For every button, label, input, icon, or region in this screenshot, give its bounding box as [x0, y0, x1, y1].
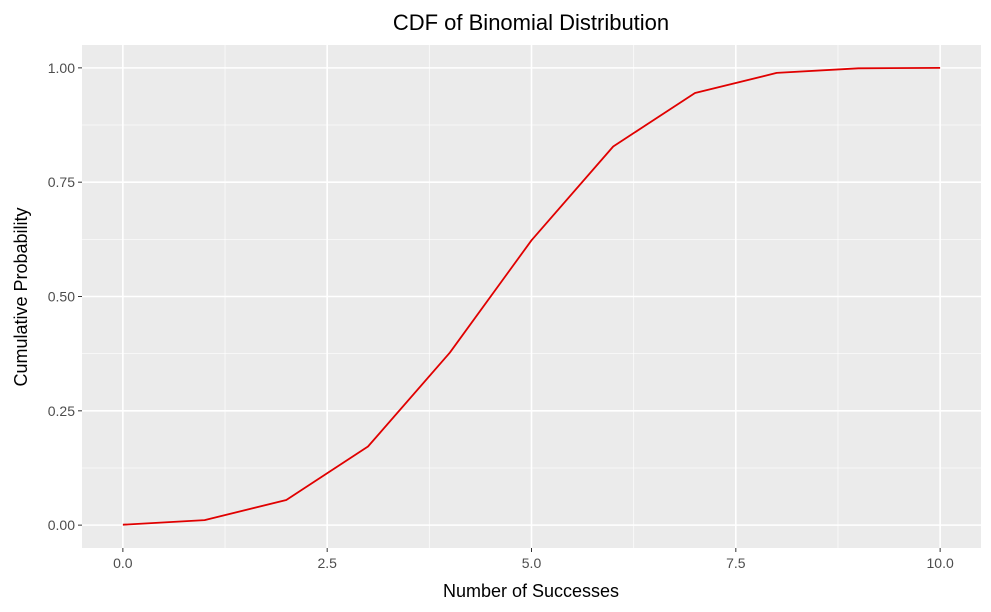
y-axis-title: Cumulative Probability	[11, 207, 31, 386]
y-tick-label: 1.00	[48, 60, 75, 76]
series-layer	[122, 67, 941, 526]
x-axis-title: Number of Successes	[443, 581, 619, 601]
chart-title: CDF of Binomial Distribution	[393, 10, 669, 35]
cdf-line	[122, 67, 941, 526]
x-tick-label: 7.5	[726, 555, 746, 571]
major-gridlines	[82, 45, 981, 548]
x-tick-label: 0.0	[113, 555, 133, 571]
y-axis-ticks: 0.00 0.25 0.50 0.75 1.00	[48, 60, 82, 533]
x-tick-label: 5.0	[522, 555, 542, 571]
y-tick-label: 0.50	[48, 289, 75, 305]
x-tick-label: 2.5	[317, 555, 337, 571]
y-tick-label: 0.25	[48, 403, 75, 419]
x-axis-ticks: 0.0 2.5 5.0 7.5 10.0	[113, 548, 954, 571]
x-tick-label: 10.0	[927, 555, 954, 571]
y-tick-label: 0.75	[48, 174, 75, 190]
y-tick-label: 0.00	[48, 517, 75, 533]
